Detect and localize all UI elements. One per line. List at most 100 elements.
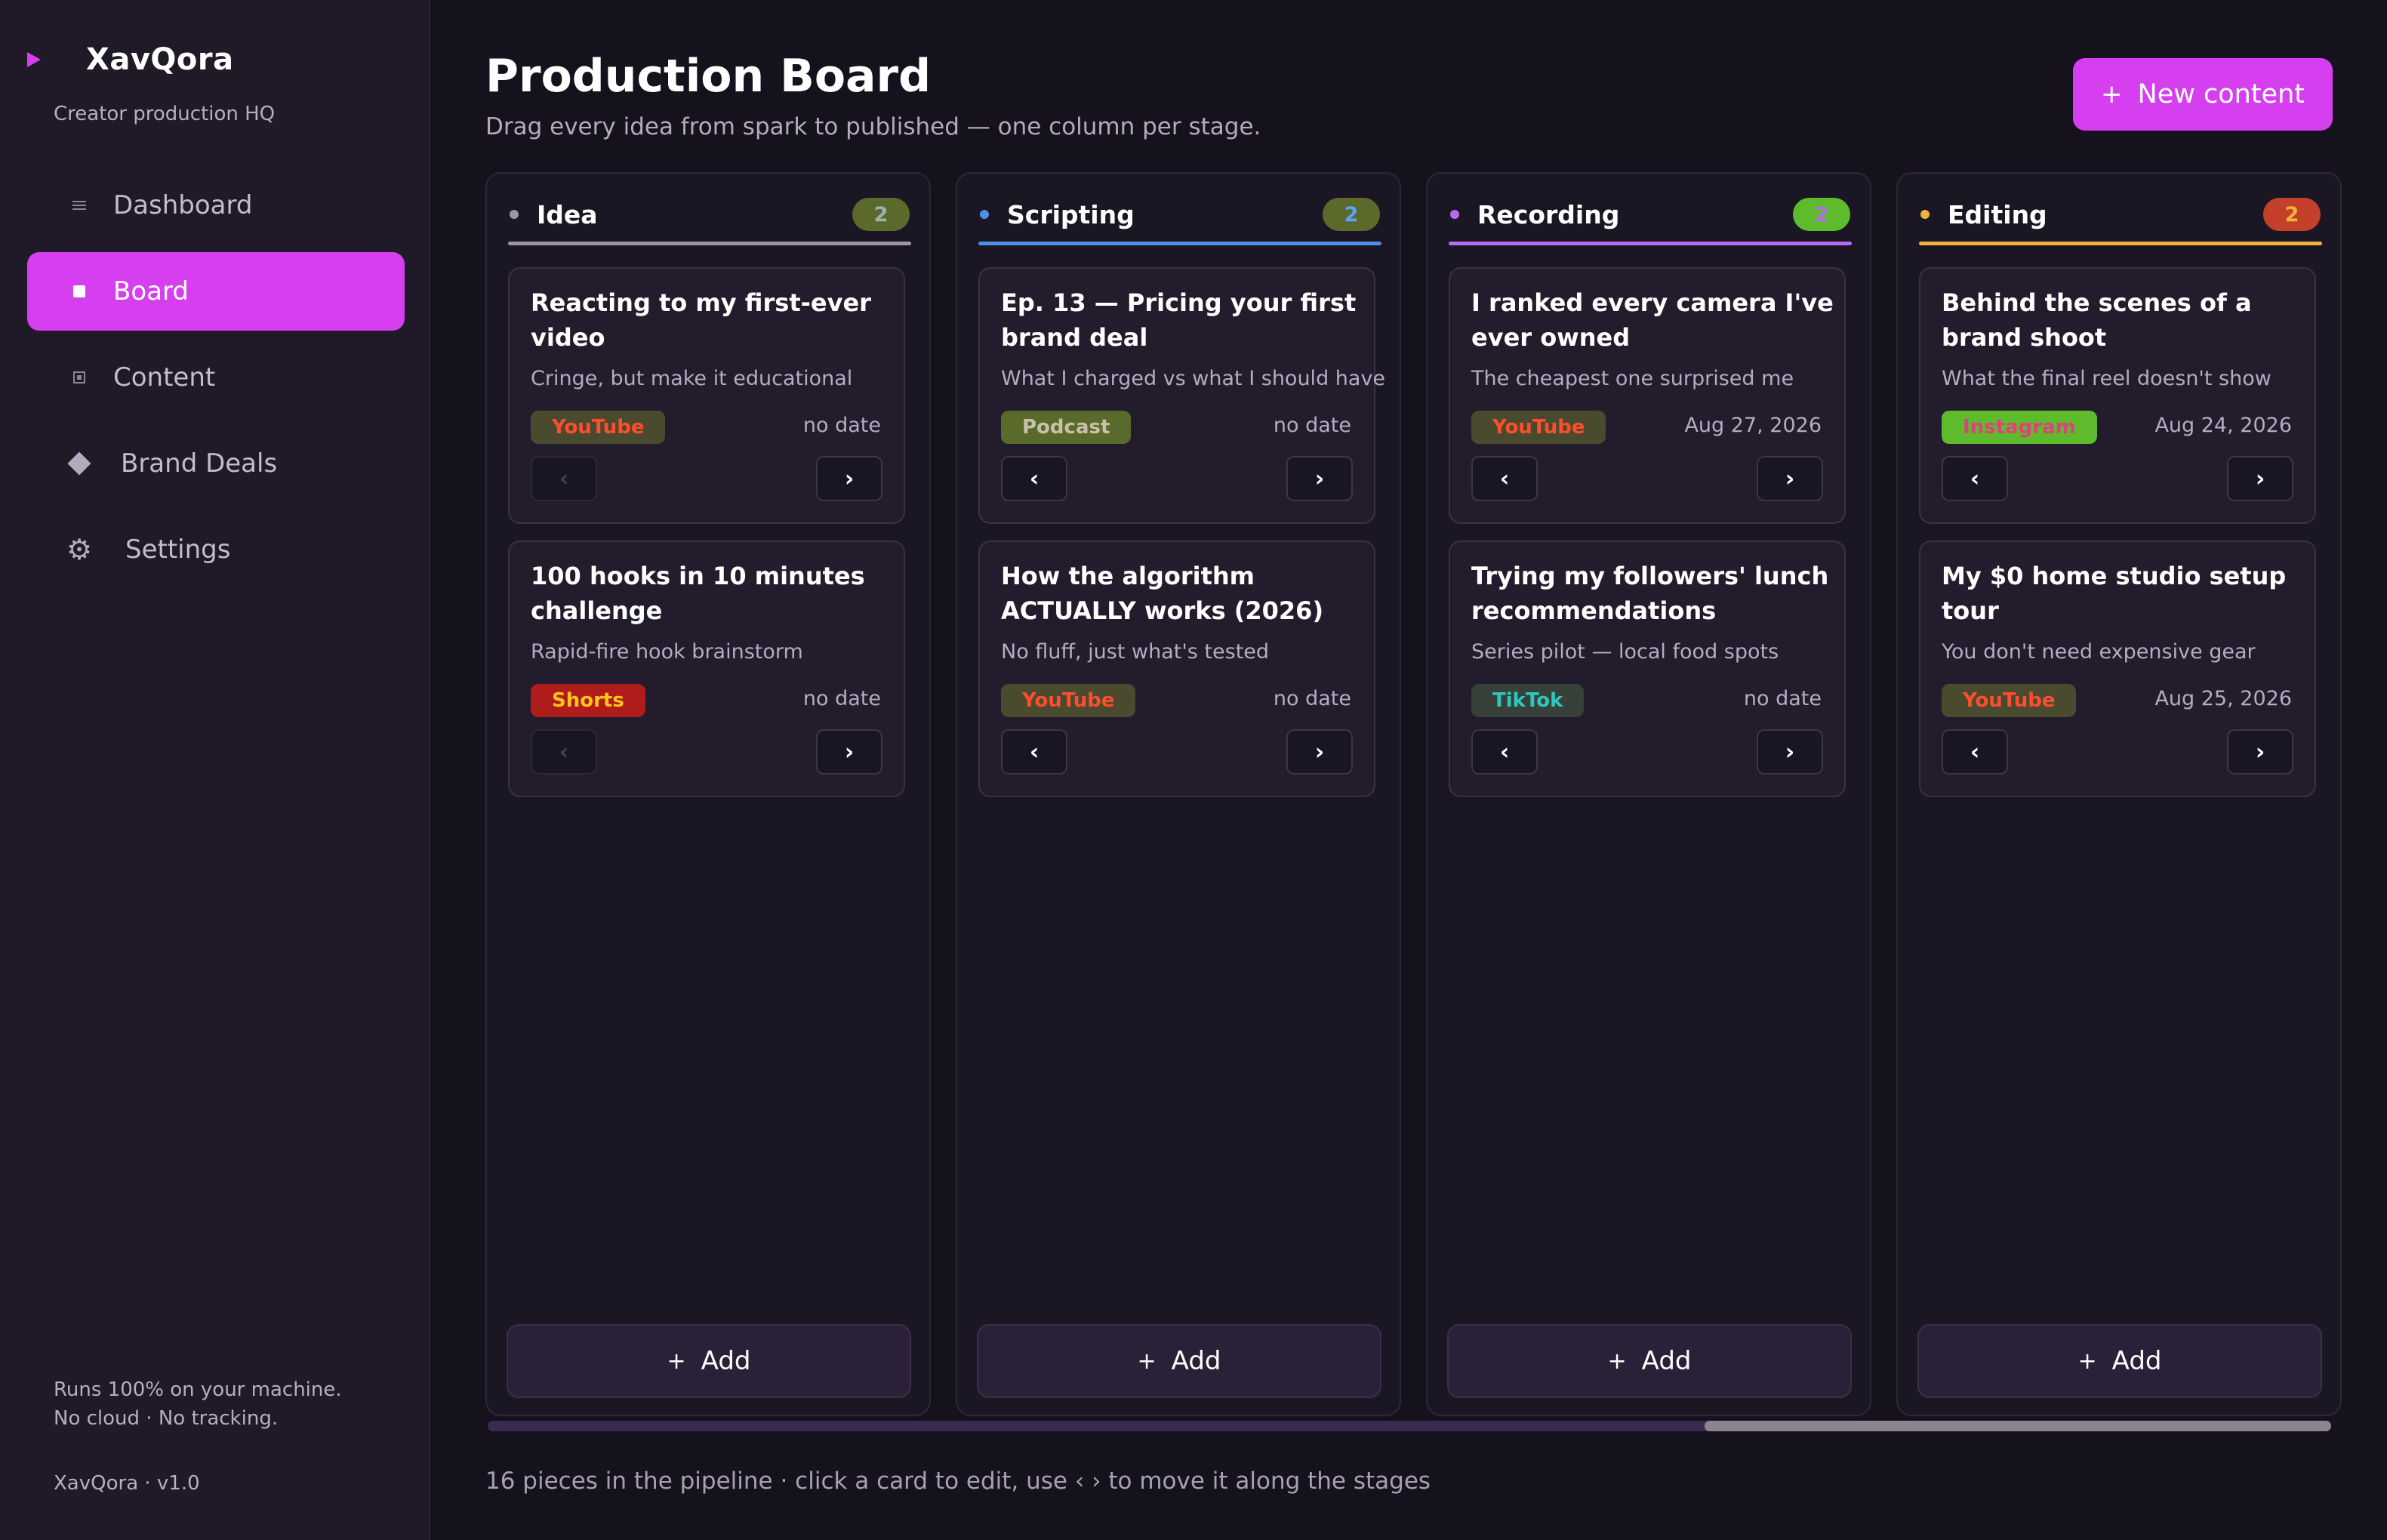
plus-icon: + — [2077, 1348, 2097, 1375]
card-subtitle: Rapid-fire hook brainstorm — [531, 640, 803, 664]
sidebar-item-content[interactable]: Content — [27, 338, 405, 417]
sidebar-item-board[interactable]: Board — [27, 252, 405, 331]
plus-icon: + — [667, 1348, 686, 1375]
sidebar-item-dashboard[interactable]: Dashboard — [27, 166, 405, 245]
card-date: Aug 25, 2026 — [2154, 687, 2292, 710]
stage-dot-icon — [980, 210, 989, 219]
column-header: Scripting 2 — [978, 192, 1380, 237]
sidebar-item-settings[interactable]: ⚙ Settings — [27, 510, 405, 589]
platform-tag: YouTube — [1001, 684, 1136, 717]
move-next-button[interactable]: › — [1757, 729, 1823, 775]
platform-tag: Podcast — [1001, 411, 1132, 444]
privacy-line-1: Runs 100% on your machine. — [54, 1378, 342, 1401]
move-next-button[interactable]: › — [2227, 456, 2293, 501]
page-title: Production Board — [485, 50, 932, 103]
add-label: Add — [701, 1346, 751, 1376]
card-subtitle: Cringe, but make it educational — [531, 367, 853, 390]
content-card[interactable]: Trying my followers' lunch recommendatio… — [1449, 541, 1846, 797]
content-card[interactable]: 100 hooks in 10 minutes challenge Rapid-… — [508, 541, 905, 797]
stage-dot-icon — [510, 210, 519, 219]
card-title: I ranked every camera I've ever owned — [1471, 288, 1834, 352]
move-next-button[interactable]: › — [1286, 456, 1353, 501]
plus-icon: + — [2101, 79, 2123, 109]
horizontal-scrollbar[interactable] — [488, 1421, 2331, 1431]
card-date: no date — [802, 414, 881, 437]
chevron-right-icon: › — [1785, 465, 1795, 492]
chevron-right-icon: › — [1314, 738, 1325, 765]
chevron-right-icon: › — [2255, 738, 2265, 765]
move-prev-button[interactable]: ‹ — [1942, 729, 2008, 775]
card-title: Behind the scenes of a brand shoot — [1942, 288, 2252, 352]
list-icon — [68, 194, 91, 217]
column-idea: Idea 2 Reacting to my first-ever video C… — [485, 172, 931, 1416]
card-subtitle: You don't need expensive gear — [1942, 640, 2256, 664]
card-date: Aug 24, 2026 — [2154, 414, 2292, 437]
chevron-left-icon: ‹ — [1970, 465, 1980, 492]
card-title: Reacting to my first-ever video — [531, 288, 871, 352]
move-next-button[interactable]: › — [1757, 456, 1823, 501]
add-card-button[interactable]: + Add — [977, 1324, 1381, 1398]
content-icon — [68, 366, 91, 389]
new-content-button[interactable]: + New content — [2073, 58, 2333, 131]
sidebar-item-brand-deals[interactable]: Brand Deals — [27, 424, 405, 503]
column-divider — [1449, 242, 1852, 245]
card-title: My $0 home studio setup tour — [1942, 562, 2287, 625]
move-prev-button[interactable]: ‹ — [531, 456, 597, 501]
brand[interactable]: XavQora — [27, 42, 234, 77]
column-header: Recording 2 — [1449, 192, 1850, 237]
content-card[interactable]: Ep. 13 — Pricing your first brand deal W… — [978, 267, 1385, 524]
add-card-button[interactable]: + Add — [1447, 1324, 1852, 1398]
card-subtitle: No fluff, just what's tested — [1001, 640, 1270, 664]
column-header: Idea 2 — [508, 192, 910, 237]
card-date: Aug 27, 2026 — [1684, 414, 1822, 437]
column-count-badge: 2 — [1323, 198, 1380, 231]
card-date: no date — [1273, 687, 1351, 710]
platform-tag: TikTok — [1471, 684, 1585, 717]
move-prev-button[interactable]: ‹ — [1471, 456, 1538, 501]
brand-name: XavQora — [86, 42, 234, 77]
new-content-label: New content — [2137, 79, 2305, 109]
move-prev-button[interactable]: ‹ — [531, 729, 597, 775]
pipeline-status: 16 pieces in the pipeline · click a card… — [485, 1468, 1431, 1495]
move-next-button[interactable]: › — [1286, 729, 1353, 775]
card-subtitle: The cheapest one surprised me — [1471, 367, 1794, 390]
content-card[interactable]: My $0 home studio setup tour You don't n… — [1919, 541, 2316, 797]
move-prev-button[interactable]: ‹ — [1001, 729, 1067, 775]
plus-icon: + — [1137, 1348, 1157, 1375]
content-card[interactable]: Reacting to my first-ever video Cringe, … — [508, 267, 905, 524]
move-prev-button[interactable]: ‹ — [1471, 729, 1538, 775]
content-card[interactable]: How the algorithm ACTUALLY works (2026) … — [978, 541, 1375, 797]
chevron-left-icon: ‹ — [559, 465, 569, 492]
sidebar-item-label: Content — [113, 362, 216, 393]
card-title: Ep. 13 — Pricing your first brand deal — [1001, 288, 1357, 352]
move-next-button[interactable]: › — [816, 456, 882, 501]
stage-dot-icon — [1920, 210, 1930, 219]
move-next-button[interactable]: › — [816, 729, 882, 775]
column-editing: Editing 2 Behind the scenes of a brand s… — [1896, 172, 2342, 1416]
content-card[interactable]: I ranked every camera I've ever owned Th… — [1449, 267, 1846, 524]
move-prev-button[interactable]: ‹ — [1942, 456, 2008, 501]
page-subtitle: Drag every idea from spark to published … — [485, 113, 1261, 140]
add-card-button[interactable]: + Add — [507, 1324, 911, 1398]
card-subtitle: What the final reel doesn't show — [1942, 367, 2272, 390]
platform-tag: YouTube — [1471, 411, 1606, 444]
move-prev-button[interactable]: ‹ — [1001, 456, 1067, 501]
sidebar-nav: Dashboard Board Content Brand Deals ⚙ Se… — [27, 166, 405, 596]
card-subtitle: What I charged vs what I should have — [1001, 367, 1386, 390]
gear-icon: ⚙ — [66, 533, 93, 566]
board-icon — [68, 280, 91, 303]
add-card-button[interactable]: + Add — [1917, 1324, 2322, 1398]
card-date: no date — [1273, 414, 1351, 437]
sidebar-item-label: Dashboard — [113, 190, 253, 220]
column-title: Scripting — [1007, 199, 1135, 229]
content-card[interactable]: Behind the scenes of a brand shoot What … — [1919, 267, 2316, 524]
card-date: no date — [802, 687, 881, 710]
plus-icon: + — [1607, 1348, 1627, 1375]
move-next-button[interactable]: › — [2227, 729, 2293, 775]
version-label: XavQora · v1.0 — [54, 1472, 200, 1495]
sidebar-item-label: Board — [113, 276, 189, 306]
chevron-right-icon: › — [844, 465, 855, 492]
chevron-left-icon: ‹ — [559, 738, 569, 765]
scrollbar-thumb[interactable] — [1705, 1421, 2331, 1431]
diamond-icon — [67, 451, 91, 476]
